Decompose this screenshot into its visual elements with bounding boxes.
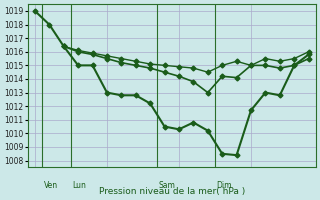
Text: Lun: Lun <box>72 181 86 190</box>
Text: Sam: Sam <box>159 181 176 190</box>
Text: Dim: Dim <box>216 181 232 190</box>
Text: Ven: Ven <box>44 181 58 190</box>
X-axis label: Pression niveau de la mer( hPa ): Pression niveau de la mer( hPa ) <box>99 187 245 196</box>
